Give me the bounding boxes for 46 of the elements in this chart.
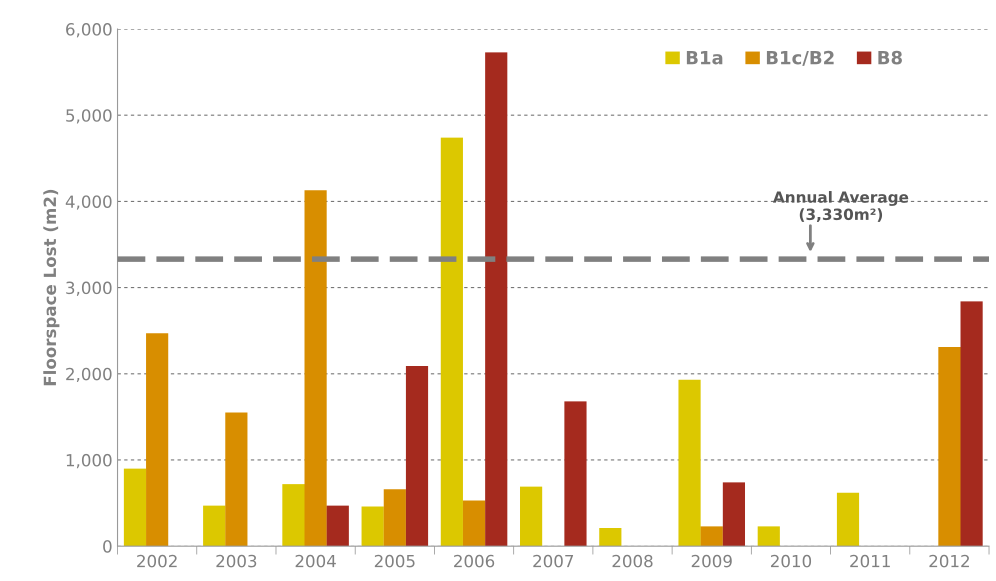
x-tick-label: 2008 [612,554,653,568]
bar [960,301,983,546]
bar [564,401,587,546]
x-tick-label: 2004 [296,554,336,568]
x-tick-label: 2011 [850,554,890,568]
y-tick-label: 0 [103,540,112,553]
bar [304,190,327,546]
y-tick-label: 4,000 [66,195,112,210]
bar [678,380,701,546]
bar [203,506,226,546]
bar [836,492,860,546]
bar [440,138,463,546]
y-tick-label: 6,000 [66,23,112,38]
legend-label: B1a [686,51,722,64]
bar [599,528,622,546]
bar [362,506,384,546]
legend-label: B8 [878,50,902,64]
x-tick-label: 2010 [770,554,812,568]
x-tick-label: 2012 [929,554,969,568]
x-tick-label: 2006 [454,554,494,568]
bar [485,52,508,546]
bar [384,489,406,546]
bar [146,333,168,546]
y-tick-label: 2,000 [66,368,112,382]
bar [282,484,305,546]
y-tick-label: 3,000 [66,282,112,296]
bar [938,347,961,546]
x-tick-label: 2007 [533,554,574,568]
x-tick-label: 2009 [692,554,732,568]
bar [225,412,248,546]
bar [406,366,428,546]
bar [758,526,780,546]
bar [722,482,746,546]
bar [326,506,349,546]
x-tick-label: 2005 [374,554,415,568]
bar [520,486,542,546]
y-tick-label: 5,000 [66,109,112,124]
x-tick-label: 2002 [137,554,177,568]
y-tick-label: 1,000 [66,454,112,468]
bar [124,468,146,546]
bar [462,500,486,546]
x-tick-label: 2003 [216,554,256,568]
legend-label: B1c/B2 [766,50,834,66]
bar [700,526,723,546]
y-axis-title: Floorspace Lost (m2) [43,190,60,386]
ref-line-label: Annual Average (3,330m²) [772,191,908,222]
